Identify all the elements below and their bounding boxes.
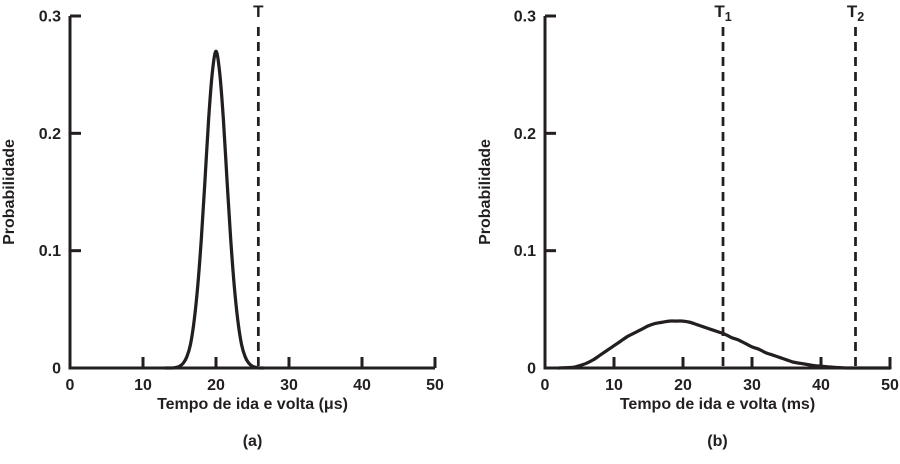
x-tick-label: 10	[605, 377, 623, 394]
y-tick-label: 0	[527, 361, 536, 378]
axes	[543, 16, 890, 370]
y-tick-label: 0.2	[39, 126, 61, 143]
x-tick-label: 10	[134, 377, 152, 394]
chart-b: T1 T2 0 0.1 0.2 0.3 0 10 20 30 40 50 Probabilidade …	[450, 0, 900, 464]
subfigure-caption-b: (b)	[707, 433, 728, 450]
threshold-label-subscript: 1	[725, 10, 732, 24]
threshold-label-subscript: 2	[857, 10, 864, 24]
chart-a: T 0 0.1 0.2 0.3 0 10 20 30 40 50 Probabilidade Tem…	[1, 2, 444, 450]
x-tick-label: 0	[66, 377, 75, 394]
y-tick-label: 0.1	[39, 243, 61, 260]
x-tick-label: 50	[426, 377, 444, 394]
y-tick-label: 0.3	[39, 9, 61, 26]
y-tick-label: 0.3	[514, 9, 536, 26]
threshold-label-T: T	[253, 2, 264, 21]
x-axis-label: Tempo de ida e volta (μs)	[157, 396, 348, 413]
x-tick-label: 30	[743, 377, 761, 394]
y-axis-label: Probabilidade	[477, 139, 494, 245]
x-tick-label: 20	[207, 377, 225, 394]
x-tick-label: 30	[280, 377, 298, 394]
threshold-label-1: T1	[714, 2, 731, 24]
x-axis-label: Tempo de ida e volta (ms)	[619, 396, 816, 413]
x-tick-label: 0	[541, 377, 550, 394]
plot-canvas: T 0 0.1 0.2 0.3 0 10 20 30 40 50	[39, 2, 444, 394]
plot-canvas: T1 T2 0 0.1 0.2 0.3 0 10 20 30 40 50	[514, 2, 899, 394]
threshold-label-2: T2	[847, 2, 864, 24]
y-tick-label: 0	[52, 361, 61, 378]
x-tick-label: 50	[881, 377, 899, 394]
round-trip-time-distribution-curve	[163, 49, 266, 370]
y-tick-label: 0.1	[514, 243, 536, 260]
x-tick-label: 40	[353, 377, 371, 394]
y-tick-label: 0.2	[514, 126, 536, 143]
round-trip-time-distribution-curve	[557, 319, 892, 370]
y-axis-label: Probabilidade	[1, 139, 18, 245]
axes	[68, 16, 435, 370]
x-tick-label: 40	[812, 377, 830, 394]
subfigure-caption-a: (a)	[242, 433, 263, 450]
x-tick-label: 20	[674, 377, 692, 394]
